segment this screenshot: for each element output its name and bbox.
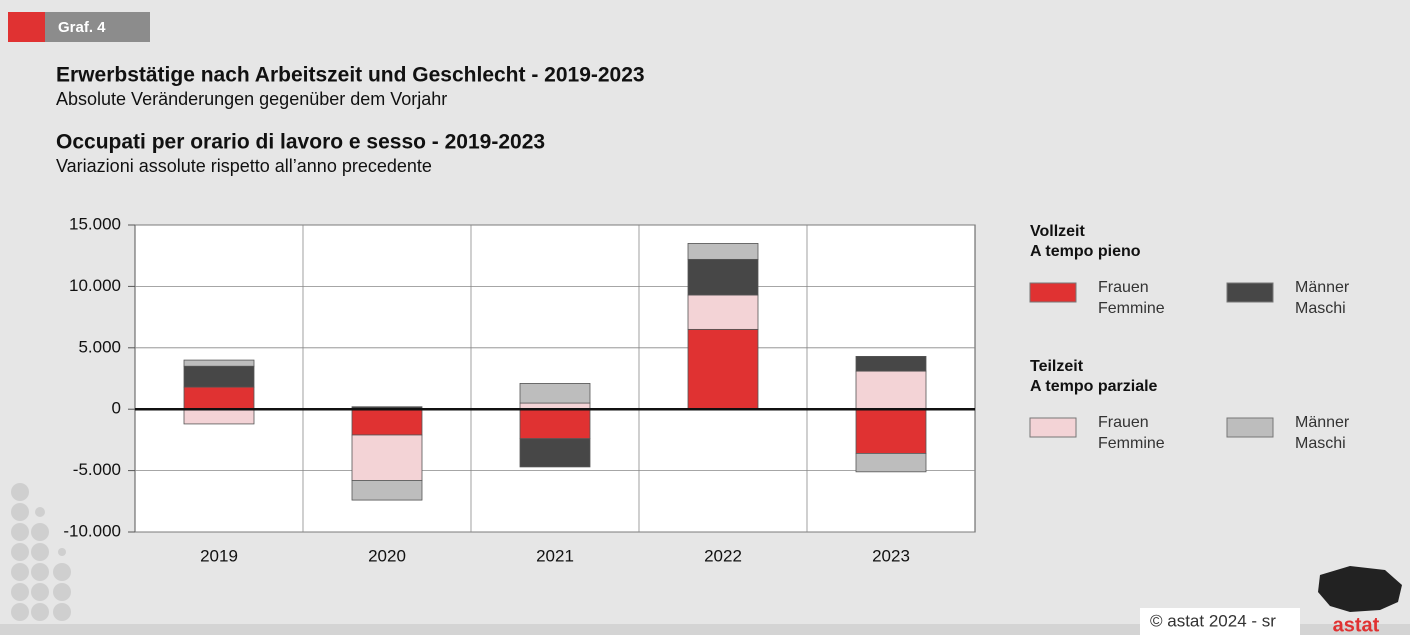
legend-label: Männer [1295,279,1350,296]
legend-swatch [1226,282,1274,303]
bar-segment [351,434,423,481]
logo: astat [1333,614,1380,635]
credit: © astat 2024 - sr [1150,611,1276,630]
legend-label: Maschi [1295,435,1346,452]
x-tick-label: 2022 [704,546,742,565]
subtitle: Variazioni assolute rispetto all’anno pr… [56,156,432,176]
bar-segment [183,359,255,367]
legend-label: Frauen [1098,414,1149,431]
y-tick-label: -10.000 [63,521,121,540]
credit-box [1140,608,1300,635]
footer-band [0,624,1410,635]
bar-segment [855,408,927,454]
x-tick-label: 2020 [368,546,406,565]
header-label: Graf. 4 [58,19,106,36]
bar-segment [183,386,255,410]
decoration [11,483,71,621]
header-accent [8,12,45,42]
x-tick-label: 2019 [200,546,238,565]
title: Occupati per orario di lavoro e sesso - … [56,131,545,154]
bar-segment [519,383,591,404]
x-tick-label: 2023 [872,546,910,565]
header-box [45,12,150,42]
legend-label: Femmine [1098,435,1165,452]
y-tick-label: 15.000 [69,214,121,233]
y-tick-label: -5.000 [73,460,121,479]
legend-swatch [1029,282,1077,303]
bar-segment [183,408,255,425]
bar-segment [687,294,759,330]
legend-swatch [1226,417,1274,438]
legend-label: Frauen [1098,279,1149,296]
bar-segment [519,438,591,468]
legend-title: A tempo parziale [1030,378,1158,395]
bar-segment [855,453,927,473]
legend-title: Teilzeit [1030,358,1084,375]
bar-segment [855,355,927,372]
bar-segment [687,243,759,260]
legend-title: A tempo pieno [1030,243,1141,260]
legend-label: Maschi [1295,300,1346,317]
x-tick-label: 2021 [536,546,574,565]
legend-swatch [1029,417,1077,438]
bar-segment [687,328,759,410]
bar-segment [351,480,423,501]
logo-shape [1318,566,1402,612]
bar-segment [687,258,759,296]
y-tick-label: 10.000 [69,276,121,295]
legend-label: Männer [1295,414,1350,431]
y-tick-label: 5.000 [78,337,121,356]
bar-segment [183,365,255,388]
bar-segment [519,408,591,440]
bar-segment [855,370,927,410]
plot-area [134,224,976,533]
legend-title: Vollzeit [1030,223,1085,240]
y-tick-label: 0 [112,399,121,418]
bar-segment [351,408,423,436]
title: Erwerbstätige nach Arbeitszeit und Gesch… [56,64,645,87]
subtitle: Absolute Veränderungen gegenüber dem Vor… [56,89,447,109]
legend-label: Femmine [1098,300,1165,317]
